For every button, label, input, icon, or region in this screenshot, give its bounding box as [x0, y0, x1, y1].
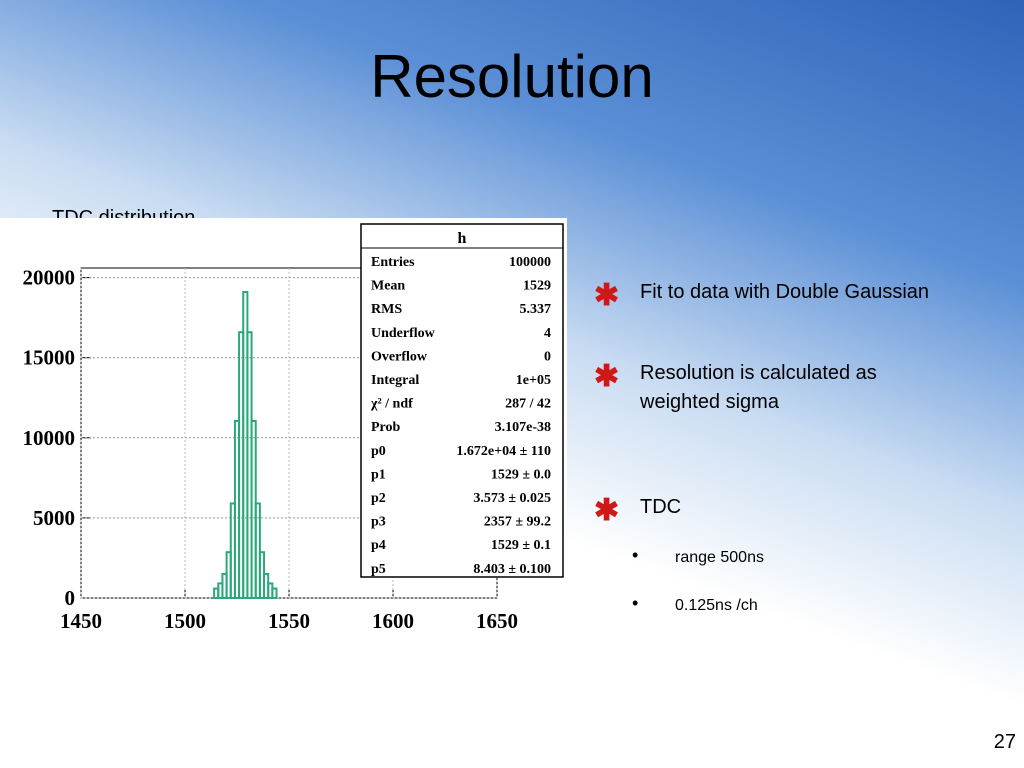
stats-label: p5	[371, 562, 386, 577]
stats-title: h	[458, 230, 467, 247]
stats-value: 1529 ± 0.0	[491, 467, 551, 482]
y-tick-label: 5000	[33, 506, 75, 530]
stats-label: p3	[371, 515, 386, 530]
stats-label: p4	[371, 538, 386, 553]
stats-box	[360, 223, 564, 578]
sub-bullet: range 500ns	[675, 549, 764, 566]
y-tick-label: 0	[65, 586, 76, 610]
stats-value: 1.672e+04 ± 110	[456, 444, 551, 459]
x-tick-label: 1500	[164, 609, 206, 633]
stats-value: 3.107e-38	[495, 420, 551, 435]
stats-value: 100000	[509, 255, 551, 270]
chart: 0 5000 10000 15000 20000 1450 1500 1550 1600 1650…	[0, 218, 567, 668]
stats-label: Overflow	[371, 349, 428, 364]
sub-bullet: 0.125ns /ch	[675, 597, 758, 614]
stats-label: χ² / ndf	[370, 397, 413, 412]
x-tick-label: 1600	[372, 609, 414, 633]
x-tick-label: 1450	[60, 609, 102, 633]
sub-bullet-dot: •	[632, 545, 639, 565]
stats-value: 287 / 42	[505, 397, 551, 412]
page-number: 27	[993, 731, 1016, 753]
y-tick-label: 10000	[23, 426, 76, 450]
stats-label: Underflow	[371, 326, 436, 341]
stats-label: Entries	[371, 255, 415, 270]
bullet: TDC	[640, 496, 682, 518]
x-tick-label: 1550	[268, 609, 310, 633]
stats-label: p2	[371, 491, 386, 506]
stats-value: 8.403 ± 0.100	[473, 562, 551, 577]
bullet: Resolution is calculated as weighted sig…	[640, 362, 877, 413]
stats-value: 0	[544, 349, 551, 364]
sub-bullet-dot: •	[632, 593, 639, 613]
stats-value: 1e+05	[516, 373, 551, 388]
bullet: Fit to data with Double Gaussian	[640, 281, 930, 303]
stats-label: Mean	[371, 279, 405, 294]
stats-label: Prob	[371, 420, 401, 435]
bullet-star: ✱	[594, 494, 620, 527]
stats-value: 1529 ± 0.1	[491, 538, 551, 553]
stats-label: Integral	[371, 373, 419, 388]
stats-value: 2357 ± 99.2	[484, 515, 551, 530]
x-tick-label: 1650	[476, 609, 518, 633]
stats-label: p0	[371, 444, 386, 459]
bullet-star: ✱	[594, 360, 620, 393]
stats-value: 5.337	[520, 302, 552, 317]
stats-value: 4	[544, 326, 551, 341]
stats-value: 3.573 ± 0.025	[473, 491, 551, 506]
y-tick-label: 15000	[23, 346, 76, 370]
bullet-star: ✱	[594, 279, 620, 312]
stats-label: RMS	[371, 302, 402, 317]
stats-value: 1529	[523, 279, 551, 294]
stats-label: p1	[371, 467, 386, 482]
histogram-bar	[271, 587, 278, 600]
y-tick-label: 20000	[23, 266, 76, 290]
histogram-bar	[254, 502, 261, 600]
slide-title: Resolution	[370, 43, 654, 110]
